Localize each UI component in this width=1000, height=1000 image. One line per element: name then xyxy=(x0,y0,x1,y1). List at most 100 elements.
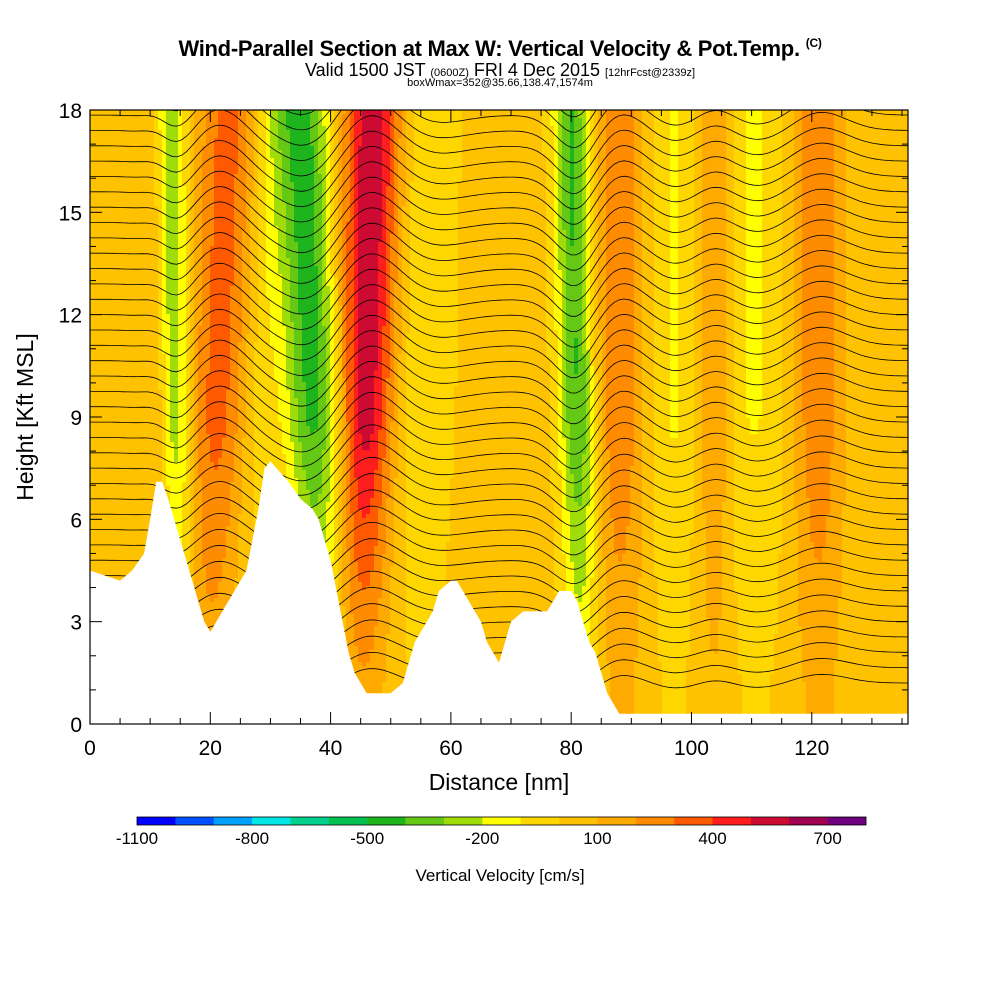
velocity-cell xyxy=(546,110,551,115)
velocity-cell xyxy=(218,130,223,135)
velocity-cell xyxy=(214,122,219,127)
velocity-cell xyxy=(794,170,799,175)
velocity-cell xyxy=(542,114,547,119)
velocity-cell xyxy=(190,126,195,131)
velocity-cell xyxy=(854,114,859,119)
velocity-cell xyxy=(450,146,455,151)
velocity-cell xyxy=(390,166,395,171)
velocity-cell xyxy=(650,162,655,167)
velocity-cell xyxy=(874,150,879,155)
velocity-cell xyxy=(550,114,555,119)
velocity-cell xyxy=(654,198,659,203)
velocity-cell xyxy=(358,122,363,127)
velocity-cell xyxy=(358,186,363,191)
velocity-cell xyxy=(642,138,647,143)
velocity-cell xyxy=(334,174,339,179)
velocity-cell xyxy=(734,202,739,207)
velocity-cell xyxy=(750,126,755,131)
velocity-cell xyxy=(342,202,347,207)
velocity-cell xyxy=(618,126,623,131)
velocity-cell xyxy=(574,158,579,163)
velocity-cell xyxy=(634,198,639,203)
velocity-cell xyxy=(122,186,127,191)
velocity-cell xyxy=(426,142,431,147)
velocity-cell xyxy=(882,170,887,175)
velocity-cell xyxy=(386,130,391,135)
velocity-cell xyxy=(882,178,887,183)
velocity-cell xyxy=(194,206,199,211)
velocity-cell xyxy=(178,174,183,179)
velocity-cell xyxy=(270,154,275,159)
velocity-cell xyxy=(366,162,371,167)
velocity-cell xyxy=(654,126,659,131)
velocity-cell xyxy=(494,110,499,115)
velocity-cell xyxy=(834,178,839,183)
velocity-cell xyxy=(482,198,487,203)
velocity-cell xyxy=(254,202,259,207)
velocity-cell xyxy=(614,154,619,159)
velocity-cell xyxy=(850,166,855,171)
velocity-cell xyxy=(678,186,683,191)
velocity-cell xyxy=(486,166,491,171)
velocity-cell xyxy=(194,142,199,147)
velocity-cell xyxy=(626,198,631,203)
velocity-cell xyxy=(426,114,431,119)
velocity-cell xyxy=(690,114,695,119)
velocity-cell xyxy=(114,170,119,175)
velocity-cell xyxy=(186,154,191,159)
velocity-cell xyxy=(362,190,367,195)
velocity-cell xyxy=(366,166,371,171)
velocity-cell xyxy=(174,178,179,183)
velocity-cell xyxy=(870,182,875,187)
velocity-cell xyxy=(710,110,715,115)
velocity-cell xyxy=(854,122,859,127)
velocity-cell xyxy=(154,202,159,207)
velocity-cell xyxy=(666,182,671,187)
velocity-cell xyxy=(618,122,623,127)
velocity-cell xyxy=(578,162,583,167)
velocity-cell xyxy=(894,162,899,167)
velocity-cell xyxy=(302,166,307,171)
velocity-cell xyxy=(762,118,767,123)
velocity-cell xyxy=(306,206,311,211)
velocity-cell xyxy=(310,114,315,119)
velocity-cell xyxy=(754,178,759,183)
velocity-cell xyxy=(750,130,755,135)
velocity-cell xyxy=(302,154,307,159)
velocity-cell xyxy=(426,150,431,155)
velocity-cell xyxy=(830,154,835,159)
velocity-cell xyxy=(642,142,647,147)
velocity-cell xyxy=(322,138,327,143)
velocity-cell xyxy=(106,146,111,151)
velocity-cell xyxy=(546,166,551,171)
velocity-cell xyxy=(382,146,387,151)
velocity-cell xyxy=(234,202,239,207)
velocity-cell xyxy=(178,150,183,155)
velocity-cell xyxy=(406,162,411,167)
velocity-cell xyxy=(798,182,803,187)
velocity-cell xyxy=(614,122,619,127)
velocity-cell xyxy=(894,194,899,199)
velocity-cell xyxy=(806,202,811,207)
velocity-cell xyxy=(466,150,471,155)
velocity-cell xyxy=(514,170,519,175)
velocity-cell xyxy=(802,118,807,123)
velocity-cell xyxy=(830,162,835,167)
velocity-cell xyxy=(758,110,763,115)
velocity-cell xyxy=(722,190,727,195)
velocity-cell xyxy=(502,182,507,187)
velocity-cell xyxy=(478,198,483,203)
velocity-cell xyxy=(766,122,771,127)
velocity-cell xyxy=(694,194,699,199)
velocity-cell xyxy=(554,158,559,163)
velocity-cell xyxy=(302,122,307,127)
velocity-cell xyxy=(278,138,283,143)
velocity-cell xyxy=(806,158,811,163)
velocity-cell xyxy=(490,170,495,175)
velocity-cell xyxy=(550,194,555,199)
velocity-cell xyxy=(158,110,163,115)
velocity-cell xyxy=(798,190,803,195)
velocity-cell xyxy=(374,198,379,203)
velocity-cell xyxy=(374,138,379,143)
velocity-cell xyxy=(474,114,479,119)
